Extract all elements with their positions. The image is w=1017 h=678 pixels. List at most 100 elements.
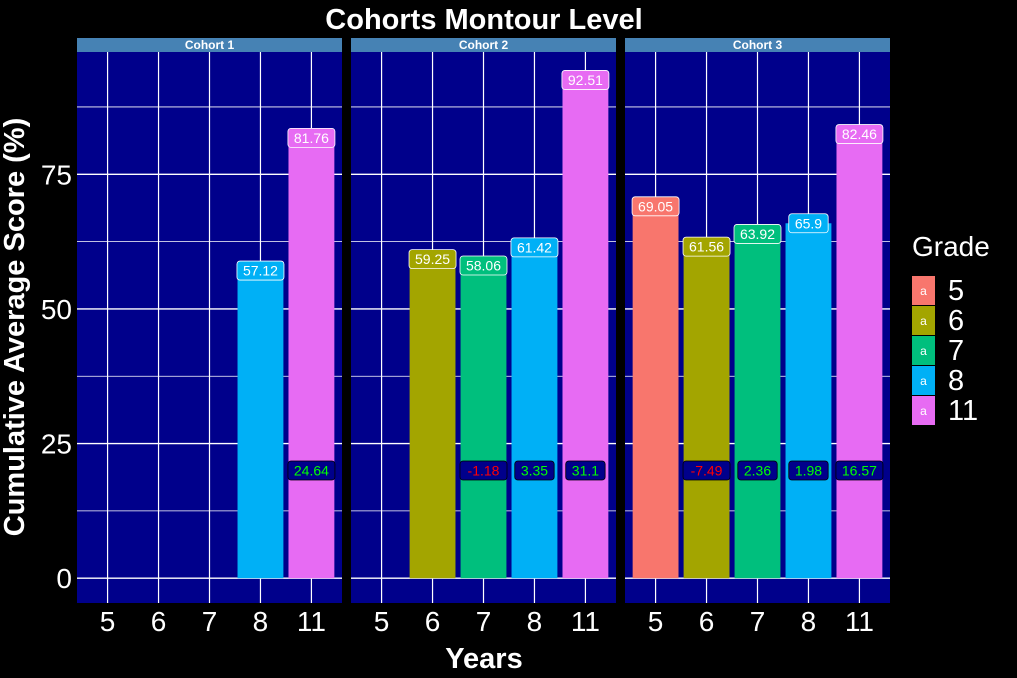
change-label-box xyxy=(835,460,884,481)
bar-value-label: 65.9 xyxy=(788,213,829,234)
change-label-text: 31.1 xyxy=(572,463,599,479)
legend-key xyxy=(912,306,935,335)
bar-cohort-3-grade-6 xyxy=(683,246,730,579)
facet-strip xyxy=(77,38,342,52)
change-label-text: -1.18 xyxy=(468,463,500,479)
bar-value-label-box xyxy=(236,260,285,281)
facet-panel-3: Cohort 3 5 6 7 8 11 69.05 61.56 -7.49 63.92 2.36 65… xyxy=(625,38,890,637)
change-label: 24.64 xyxy=(287,460,336,481)
bar-value-label: 63.92 xyxy=(733,224,782,244)
x-axis-label: Years xyxy=(445,643,522,673)
bar-cohort-2-grade-11 xyxy=(562,79,609,579)
bar-value-label-text: 58.06 xyxy=(466,258,501,274)
facet-strip-label: Cohort 3 xyxy=(733,38,783,52)
bar-value-label: 69.05 xyxy=(631,196,680,217)
y-tick-label: 0 xyxy=(56,563,72,594)
legend-entry-label: 5 xyxy=(948,275,964,307)
x-tick-label: 7 xyxy=(750,606,766,637)
change-label-text: -7.49 xyxy=(691,463,723,479)
legend-entry-label: 6 xyxy=(948,305,964,337)
bar-cohort-1-grade-8 xyxy=(237,270,284,579)
change-label: 1.98 xyxy=(788,460,829,481)
legend-entry-label: 7 xyxy=(948,335,964,367)
change-label: 31.1 xyxy=(565,460,606,481)
bar-value-label-text: 61.42 xyxy=(517,239,552,255)
change-label-text: 2.36 xyxy=(744,463,771,479)
change-label-box xyxy=(737,460,778,481)
chart-title: Cohorts Montour Level xyxy=(325,4,642,36)
x-tick-label: 6 xyxy=(425,606,441,637)
x-tick-label: 7 xyxy=(476,606,492,637)
bar-value-label-text: 92.51 xyxy=(568,72,603,88)
x-tick-label: 11 xyxy=(845,606,874,637)
x-tick-label: 8 xyxy=(801,606,817,637)
bar-value-label-text: 57.12 xyxy=(243,263,278,279)
bar-value-label: 57.12 xyxy=(236,260,285,281)
x-tick-label: 6 xyxy=(151,606,167,637)
bar-cohort-2-grade-6 xyxy=(409,259,456,579)
bar-value-label-box xyxy=(733,224,782,244)
bar-value-label-box xyxy=(561,70,610,90)
change-label: 2.36 xyxy=(737,460,778,481)
facet-panel-2: Cohort 2 5 6 7 8 11 59.25 58.06 -1.18 61.42 3.35 92… xyxy=(351,38,616,637)
bar-value-label: 61.42 xyxy=(510,237,559,258)
bar-value-label: 58.06 xyxy=(459,255,508,276)
bar-value-label: 61.56 xyxy=(682,236,731,257)
legend-key-label: a xyxy=(920,314,927,328)
bar-value-label-box xyxy=(835,124,884,144)
bar-value-label: 59.25 xyxy=(408,249,457,269)
bar-value-label-text: 65.9 xyxy=(795,215,822,231)
change-label-text: 16.57 xyxy=(842,463,877,479)
facet-strip-label: Cohort 2 xyxy=(459,38,509,52)
bar-value-label-box xyxy=(287,127,336,148)
y-axis-label: Cumulative Average Score (%) xyxy=(0,118,31,537)
legend-title: Grade xyxy=(912,231,990,262)
bar-value-label-text: 81.76 xyxy=(294,130,329,146)
y-tick-label: 50 xyxy=(41,294,72,325)
x-tick-label: 5 xyxy=(648,606,664,637)
change-label-box xyxy=(514,460,555,481)
legend-key xyxy=(912,396,935,425)
legend-key xyxy=(912,336,935,365)
y-tick-label: 75 xyxy=(41,159,72,190)
legend-key-label: a xyxy=(920,284,927,298)
bar-value-label-text: 69.05 xyxy=(638,198,673,214)
x-tick-label: 5 xyxy=(374,606,390,637)
bar-cohort-1-grade-11 xyxy=(288,137,335,579)
facet-panel-1: Cohort 1 5 6 7 8 11 57.12 81.76 24.64 xyxy=(77,38,342,637)
legend-key xyxy=(912,366,935,395)
bar-value-label: 81.76 xyxy=(287,127,336,148)
change-label-box xyxy=(287,460,336,481)
bar-value-label-box xyxy=(631,196,680,217)
x-tick-label: 7 xyxy=(202,606,218,637)
change-label-box xyxy=(459,460,508,481)
legend-entry-grade-11: a 11 xyxy=(912,395,978,427)
bar-value-label-text: 82.46 xyxy=(842,126,877,142)
x-tick-label: 11 xyxy=(571,606,600,637)
bar-cohort-3-grade-5 xyxy=(632,206,679,579)
facet-strip xyxy=(351,38,616,52)
bar-value-label-box xyxy=(682,236,731,257)
y-axis: 0 25 50 75 xyxy=(41,159,72,594)
change-label-text: 3.35 xyxy=(521,463,548,479)
bar-cohort-3-grade-7 xyxy=(734,233,781,579)
legend-key-label: a xyxy=(920,404,927,418)
bar-value-label-text: 63.92 xyxy=(740,226,775,242)
x-tick-label: 5 xyxy=(100,606,116,637)
bar-value-label-box xyxy=(408,249,457,269)
x-tick-label: 8 xyxy=(527,606,543,637)
x-tick-label: 11 xyxy=(297,606,326,637)
change-label: -1.18 xyxy=(459,460,508,481)
legend: Grade a 5a 6a 7a 8a 11 xyxy=(912,231,990,427)
facet-strip xyxy=(625,38,890,52)
legend-entry-label: 11 xyxy=(948,395,978,427)
bar-cohort-2-grade-8 xyxy=(511,247,558,579)
legend-entry-label: 8 xyxy=(948,365,964,397)
bar-value-label-text: 59.25 xyxy=(415,251,450,267)
x-tick-label: 8 xyxy=(253,606,269,637)
